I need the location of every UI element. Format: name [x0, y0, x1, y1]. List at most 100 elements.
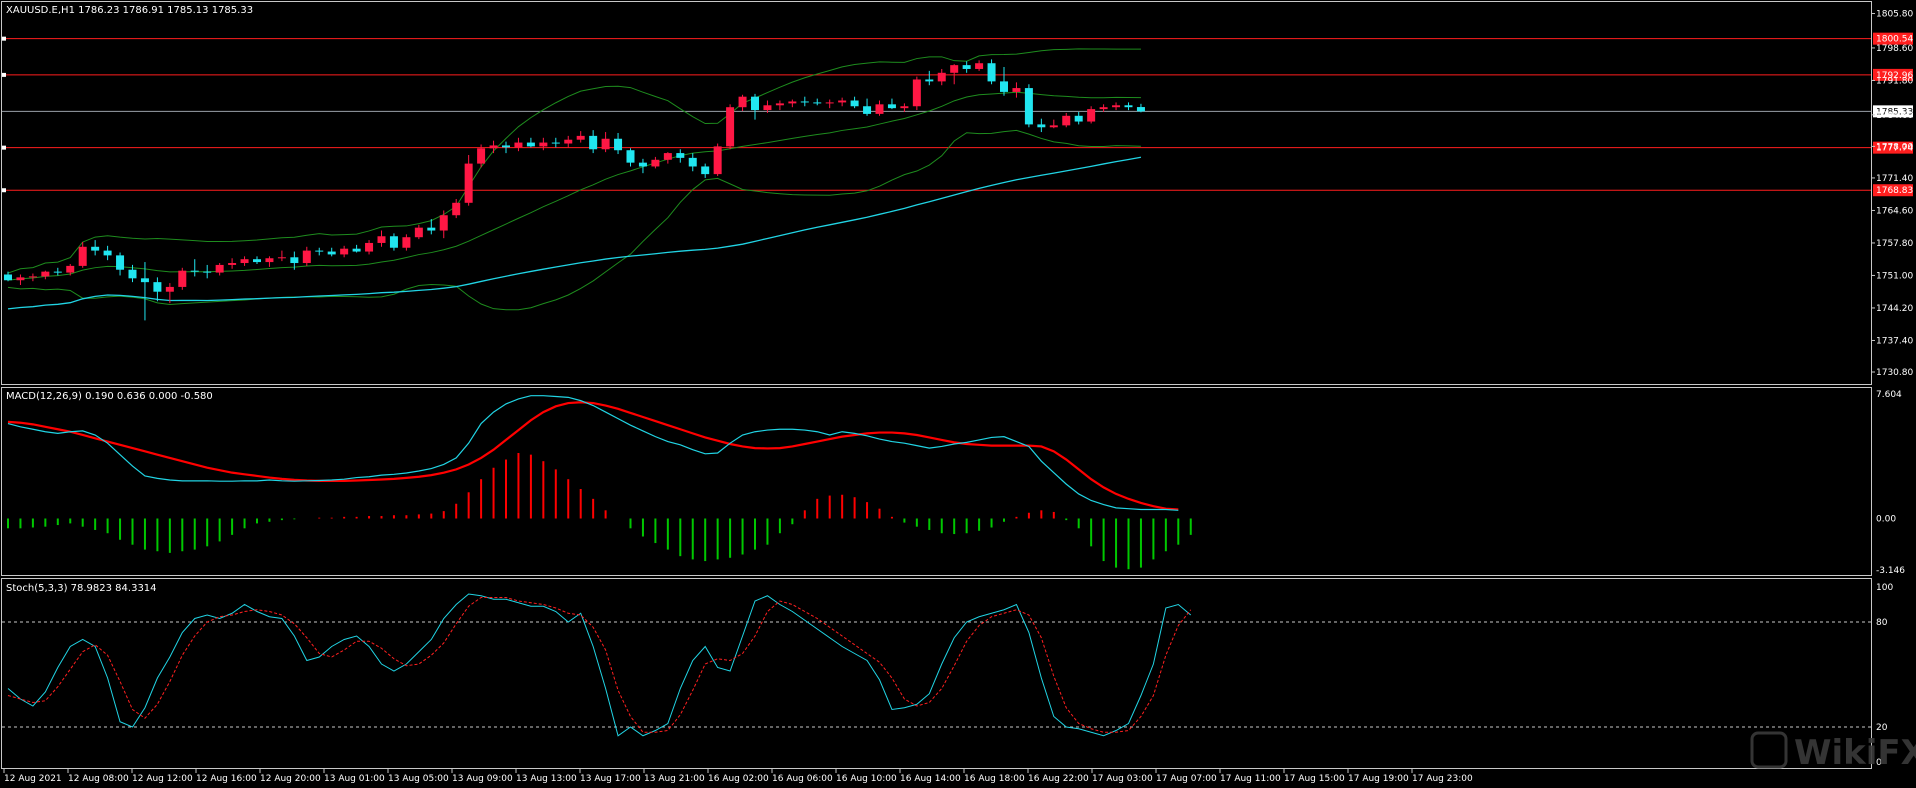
stoch-axis-label: 100 — [1876, 583, 1893, 593]
candle-body — [302, 250, 311, 264]
macd-main-line — [7, 395, 1179, 511]
macd-axis-label: 7.604 — [1876, 390, 1902, 400]
candle-body — [502, 145, 510, 148]
candle-body — [377, 236, 386, 243]
candle-body — [726, 107, 735, 147]
time-axis-label: 13 Aug 21:00 — [644, 774, 705, 784]
time-axis-label: 16 Aug 14:00 — [900, 774, 961, 784]
candle-body — [1000, 81, 1008, 92]
candle-body — [116, 255, 125, 270]
candle-body — [1124, 105, 1133, 108]
candle-body — [240, 259, 249, 264]
main-pane-frame — [1, 1, 1872, 385]
candle-body — [1099, 107, 1108, 110]
level-anchor-handle — [2, 72, 6, 77]
candle-body — [900, 106, 909, 109]
candle-body — [526, 142, 535, 147]
time-axis-label: 13 Aug 13:00 — [516, 774, 577, 784]
price-axis-label: 1730.80 — [1876, 368, 1913, 378]
candle-body — [1112, 105, 1121, 108]
candle-body — [651, 159, 660, 167]
time-axis-label: 12 Aug 12:00 — [132, 774, 193, 784]
time-axis-label: 17 Aug 23:00 — [1412, 774, 1473, 784]
price-axis-label: 1744.20 — [1876, 304, 1913, 314]
time-axis-label: 12 Aug 2021 — [4, 774, 62, 784]
candle-body — [365, 242, 374, 252]
macd-pane-title: MACD(12,26,9) 0.190 0.636 0.000 -0.580 — [6, 391, 213, 402]
stoch-pane-frame — [1, 578, 1872, 769]
candle-body — [763, 105, 772, 111]
candle-body — [128, 269, 137, 279]
candle-body — [564, 139, 573, 144]
candle-body — [315, 250, 324, 252]
candle-body — [576, 135, 585, 140]
candle-body — [352, 248, 361, 252]
candle-body — [800, 101, 809, 103]
candle-body — [551, 142, 560, 144]
price-axis-label: 1751.00 — [1876, 271, 1913, 281]
price-level-tag — [1873, 184, 1913, 197]
last-price-label: 1785.33 — [1876, 107, 1913, 117]
candle-body — [190, 270, 199, 272]
price-level-tag — [1873, 68, 1913, 81]
bollinger-upper-band — [7, 48, 1141, 274]
price-axis-label: 1771.40 — [1876, 174, 1913, 184]
candle-body — [663, 153, 672, 160]
time-axis-label: 12 Aug 16:00 — [196, 774, 257, 784]
wikifx-logo-icon — [1750, 731, 1788, 769]
macd-axis-label: 0.00 — [1876, 514, 1896, 524]
candle-body — [228, 263, 237, 265]
candle-body — [16, 277, 25, 281]
candle-body — [1049, 125, 1058, 128]
price-axis-label: 1791.80 — [1876, 76, 1913, 86]
time-axis-label: 16 Aug 02:00 — [708, 774, 769, 784]
macd-pane-frame — [1, 387, 1872, 576]
candle-body — [1024, 88, 1033, 125]
candle-body — [153, 282, 162, 292]
candle-body — [912, 79, 921, 107]
wikifx-logo-text: WikiFX — [1794, 733, 1916, 773]
candle-body — [863, 106, 872, 114]
candle-body — [614, 138, 623, 151]
candle-body — [713, 146, 722, 175]
candle-body — [91, 246, 100, 251]
time-axis-label: 13 Aug 05:00 — [388, 774, 449, 784]
price-axis-label: 1737.40 — [1876, 336, 1913, 346]
price-axis-label: 1757.80 — [1876, 239, 1913, 249]
candle-body — [253, 259, 261, 263]
candle-body — [340, 248, 349, 255]
macd-axis-label: -3.146 — [1876, 566, 1905, 576]
candle-body — [788, 101, 797, 104]
candle-body — [987, 63, 996, 82]
time-axis-label: 17 Aug 15:00 — [1284, 774, 1345, 784]
wikifx-watermark: WikiFX — [1750, 731, 1916, 773]
candle-body — [4, 274, 12, 281]
moving-average-line — [7, 156, 1142, 310]
candle-body — [66, 265, 75, 273]
candle-body — [850, 100, 859, 107]
level-anchor-handle — [2, 36, 6, 41]
candle-body — [925, 79, 934, 82]
time-axis-label: 12 Aug 08:00 — [68, 774, 129, 784]
candle-body — [489, 145, 498, 149]
candle-body — [838, 100, 847, 103]
candle-body — [1012, 88, 1021, 92]
bollinger-lower-band — [7, 129, 1141, 311]
candle-body — [825, 102, 834, 104]
candle-body — [53, 271, 62, 273]
candle-body — [1074, 115, 1083, 122]
candle-body — [626, 150, 635, 163]
time-axis-label: 13 Aug 09:00 — [452, 774, 513, 784]
candle-body — [701, 166, 710, 175]
stoch-axis-label: 20 — [1876, 723, 1888, 733]
candle-body — [738, 96, 747, 108]
candle-body — [975, 63, 984, 69]
time-axis-label: 13 Aug 17:00 — [580, 774, 641, 784]
stoch-axis-label: 80 — [1876, 618, 1888, 628]
time-axis-label: 16 Aug 06:00 — [772, 774, 833, 784]
level-anchor-handle — [2, 188, 6, 193]
price-axis-label: 1798.60 — [1876, 44, 1913, 54]
price-level-label: 1768.83 — [1876, 186, 1913, 196]
candle-body — [775, 103, 784, 106]
candle-body — [688, 157, 697, 167]
